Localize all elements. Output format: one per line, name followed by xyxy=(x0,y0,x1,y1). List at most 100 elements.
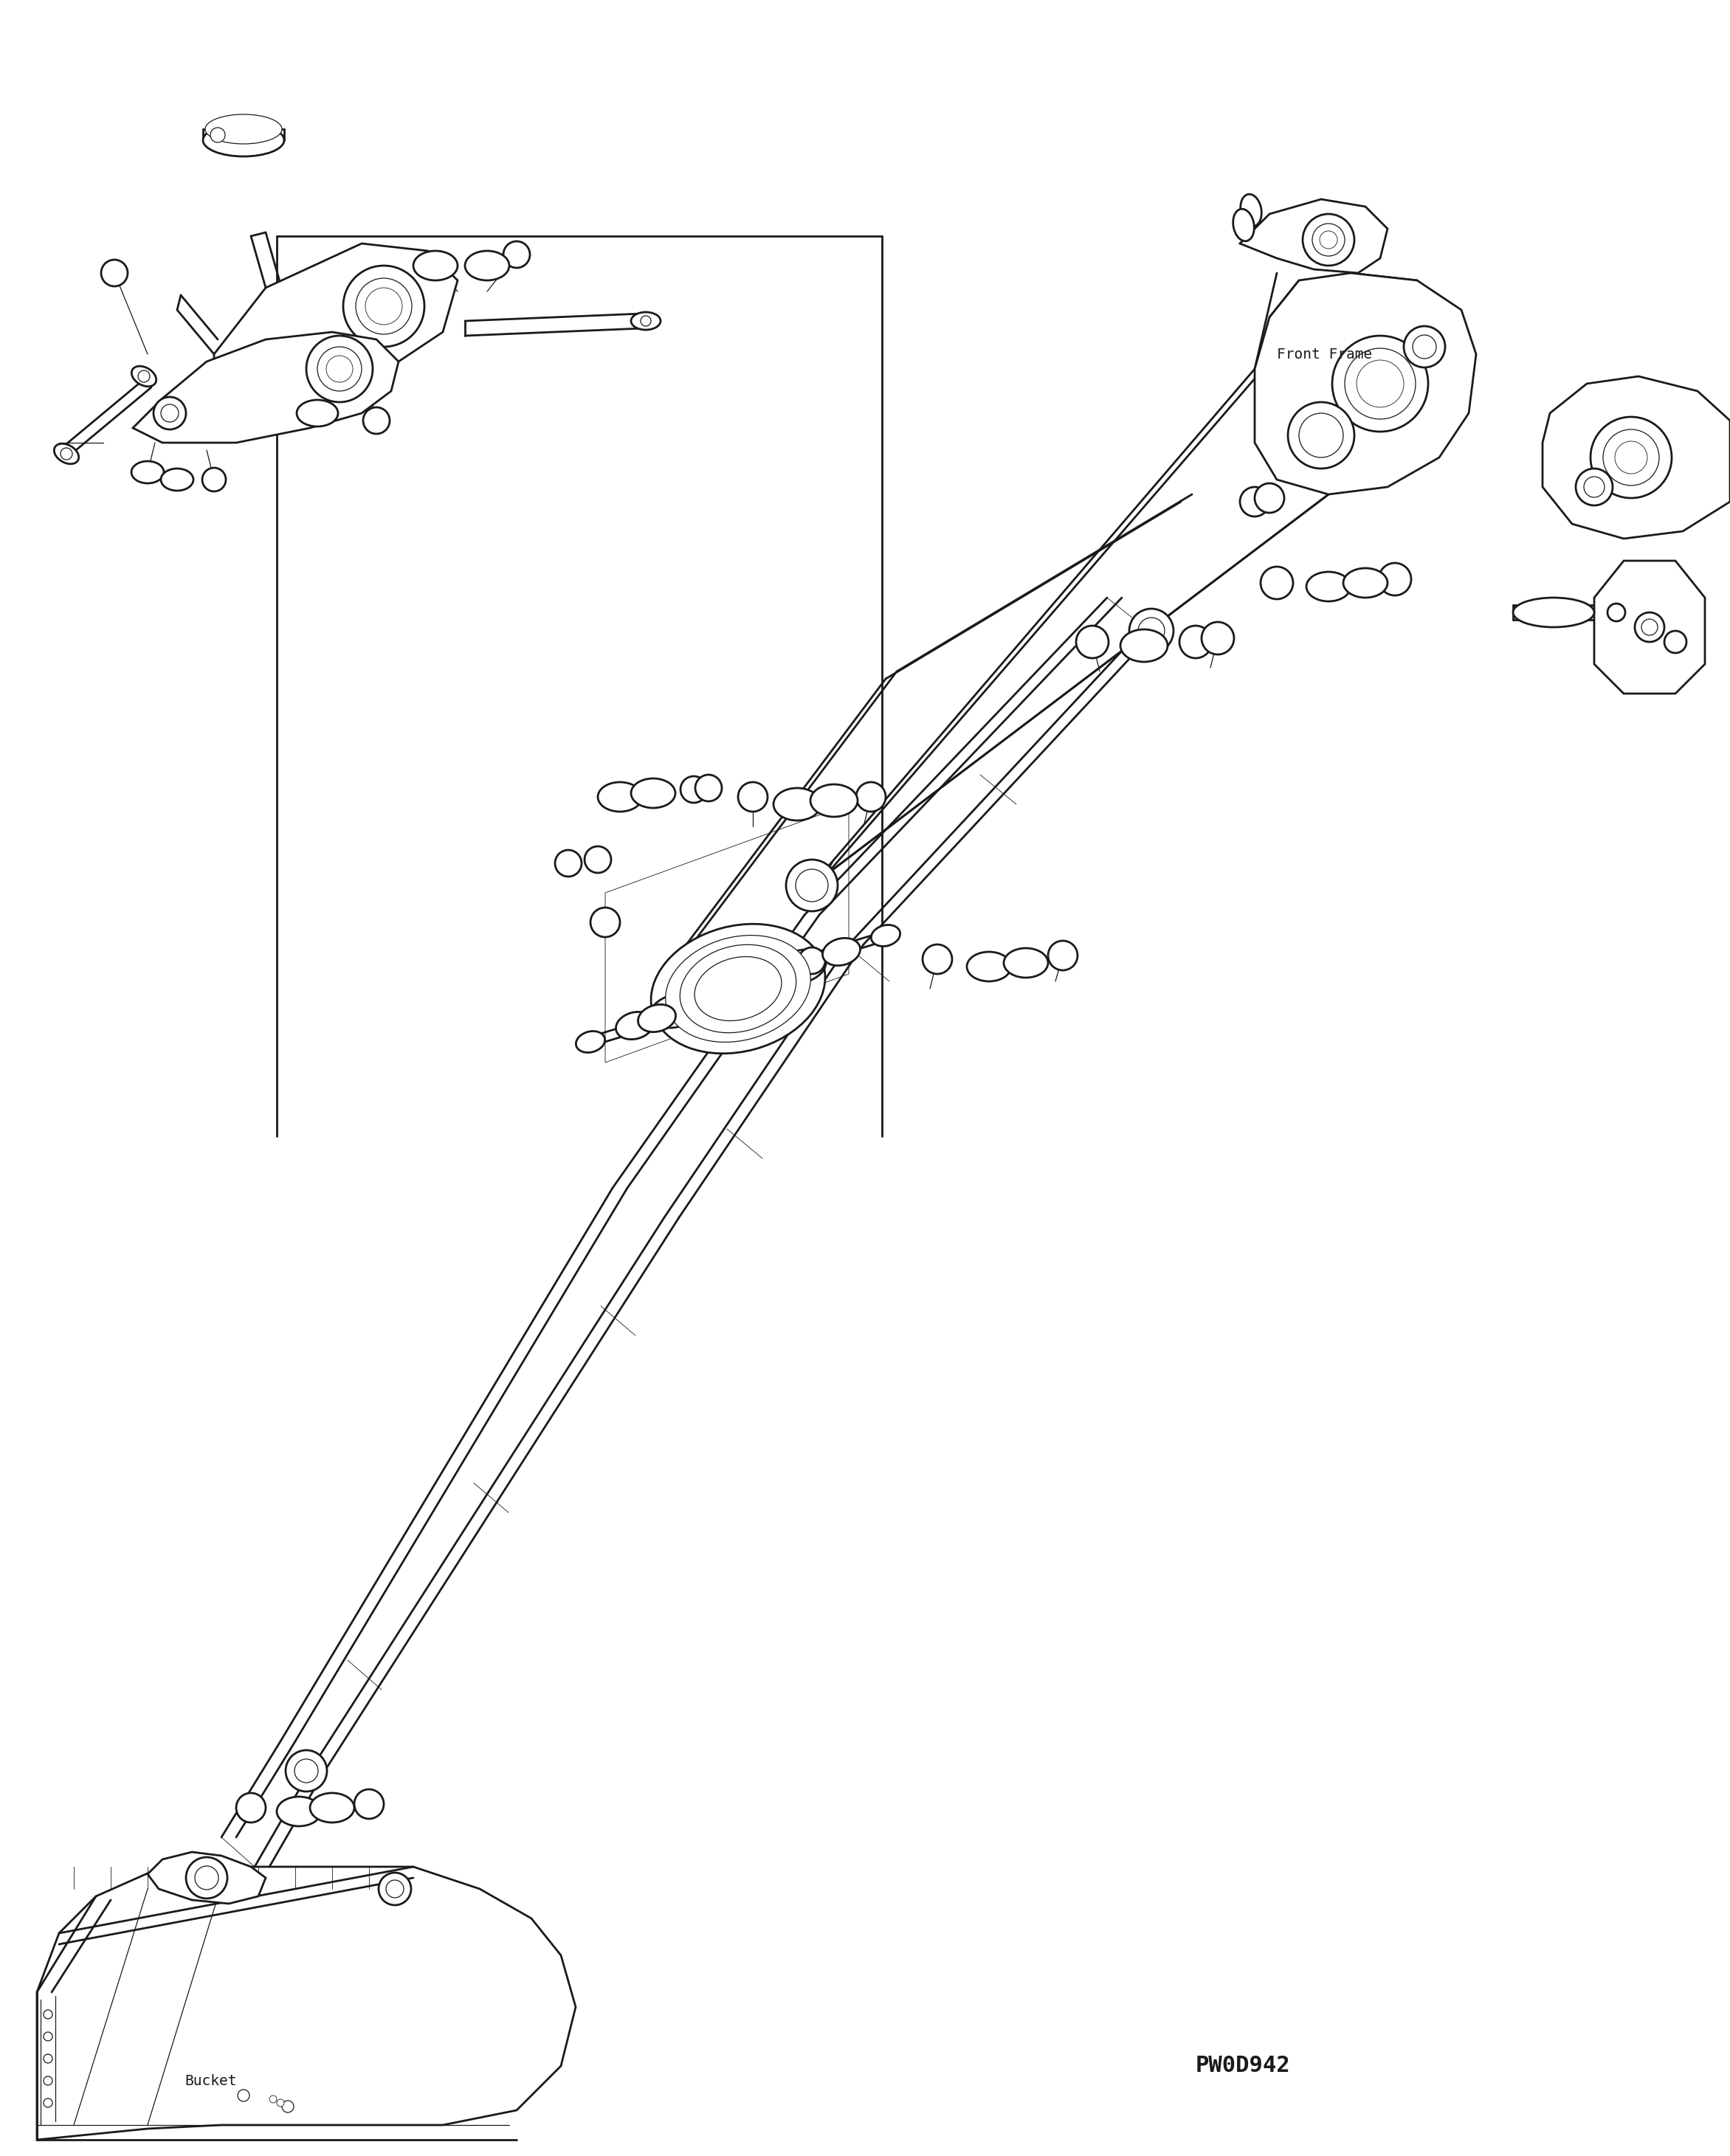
Polygon shape xyxy=(36,1867,576,2139)
Circle shape xyxy=(317,347,362,390)
Circle shape xyxy=(590,908,619,938)
Circle shape xyxy=(327,356,353,382)
Circle shape xyxy=(379,1874,412,1906)
Circle shape xyxy=(363,407,389,433)
Circle shape xyxy=(285,1751,327,1792)
Circle shape xyxy=(237,1794,266,1822)
Circle shape xyxy=(282,2100,294,2113)
Circle shape xyxy=(1379,563,1412,595)
Circle shape xyxy=(355,1789,384,1820)
Circle shape xyxy=(503,241,529,267)
Ellipse shape xyxy=(1003,949,1048,977)
Ellipse shape xyxy=(1306,571,1351,602)
Circle shape xyxy=(1664,632,1687,653)
Ellipse shape xyxy=(1233,209,1254,241)
Ellipse shape xyxy=(161,468,194,492)
Ellipse shape xyxy=(631,778,675,808)
Ellipse shape xyxy=(872,925,900,946)
Circle shape xyxy=(43,2009,52,2018)
Circle shape xyxy=(1202,623,1233,655)
Circle shape xyxy=(1130,608,1173,653)
Ellipse shape xyxy=(1514,597,1595,627)
Ellipse shape xyxy=(822,938,860,966)
Circle shape xyxy=(343,265,424,347)
Circle shape xyxy=(265,354,282,371)
Circle shape xyxy=(856,783,886,811)
Text: Front Frame: Front Frame xyxy=(1277,347,1372,362)
Circle shape xyxy=(785,860,837,912)
Circle shape xyxy=(1614,442,1647,474)
Circle shape xyxy=(640,315,650,326)
Polygon shape xyxy=(1240,198,1387,274)
Circle shape xyxy=(1590,416,1671,498)
Circle shape xyxy=(43,2098,52,2106)
Circle shape xyxy=(799,946,825,975)
Circle shape xyxy=(1642,619,1657,636)
Polygon shape xyxy=(215,244,458,390)
Circle shape xyxy=(386,1880,403,1897)
Circle shape xyxy=(187,1856,227,1899)
Circle shape xyxy=(1514,606,1526,619)
Ellipse shape xyxy=(206,114,282,144)
Ellipse shape xyxy=(650,925,825,1054)
Ellipse shape xyxy=(650,994,701,1028)
Circle shape xyxy=(1635,612,1664,642)
Circle shape xyxy=(680,776,708,802)
Ellipse shape xyxy=(413,250,458,280)
Circle shape xyxy=(365,287,403,326)
Ellipse shape xyxy=(638,1005,676,1033)
Circle shape xyxy=(1299,414,1342,457)
Circle shape xyxy=(138,371,151,382)
Circle shape xyxy=(1356,360,1403,407)
Circle shape xyxy=(277,2100,284,2106)
Circle shape xyxy=(161,405,178,423)
Circle shape xyxy=(1332,336,1429,431)
Circle shape xyxy=(1320,231,1337,248)
Circle shape xyxy=(294,1759,318,1783)
Circle shape xyxy=(154,397,187,429)
Ellipse shape xyxy=(616,1011,654,1039)
Circle shape xyxy=(61,448,73,459)
Ellipse shape xyxy=(576,1031,606,1052)
Circle shape xyxy=(1604,429,1659,485)
Polygon shape xyxy=(1595,561,1704,694)
Circle shape xyxy=(100,259,128,287)
Circle shape xyxy=(1585,476,1604,498)
Polygon shape xyxy=(133,332,398,442)
Circle shape xyxy=(1240,487,1270,517)
Ellipse shape xyxy=(599,783,642,811)
Circle shape xyxy=(195,1867,218,1889)
Circle shape xyxy=(1180,625,1213,658)
Text: PW0D942: PW0D942 xyxy=(1195,2055,1291,2076)
Circle shape xyxy=(202,468,227,492)
Circle shape xyxy=(1403,326,1445,367)
Circle shape xyxy=(784,953,810,979)
Circle shape xyxy=(1576,468,1612,505)
Circle shape xyxy=(256,345,289,377)
Ellipse shape xyxy=(694,957,782,1020)
Circle shape xyxy=(555,849,581,877)
Ellipse shape xyxy=(131,461,164,483)
Polygon shape xyxy=(147,1852,266,1904)
Circle shape xyxy=(356,278,412,334)
Ellipse shape xyxy=(465,250,509,280)
Circle shape xyxy=(237,2089,249,2102)
Circle shape xyxy=(796,869,829,901)
Ellipse shape xyxy=(298,399,337,427)
Ellipse shape xyxy=(967,951,1010,981)
Ellipse shape xyxy=(1240,194,1261,226)
Ellipse shape xyxy=(810,785,858,817)
Ellipse shape xyxy=(666,936,811,1041)
Circle shape xyxy=(1254,483,1284,513)
Circle shape xyxy=(670,996,695,1022)
Polygon shape xyxy=(1254,274,1476,494)
Circle shape xyxy=(211,127,225,142)
Ellipse shape xyxy=(310,1794,355,1822)
Circle shape xyxy=(1528,608,1535,617)
Circle shape xyxy=(306,336,372,403)
Ellipse shape xyxy=(1121,630,1168,662)
Ellipse shape xyxy=(54,444,80,464)
Polygon shape xyxy=(1543,377,1730,539)
Ellipse shape xyxy=(680,944,796,1033)
Circle shape xyxy=(1607,604,1624,621)
